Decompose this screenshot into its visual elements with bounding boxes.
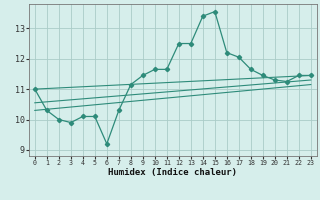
X-axis label: Humidex (Indice chaleur): Humidex (Indice chaleur) [108,168,237,177]
